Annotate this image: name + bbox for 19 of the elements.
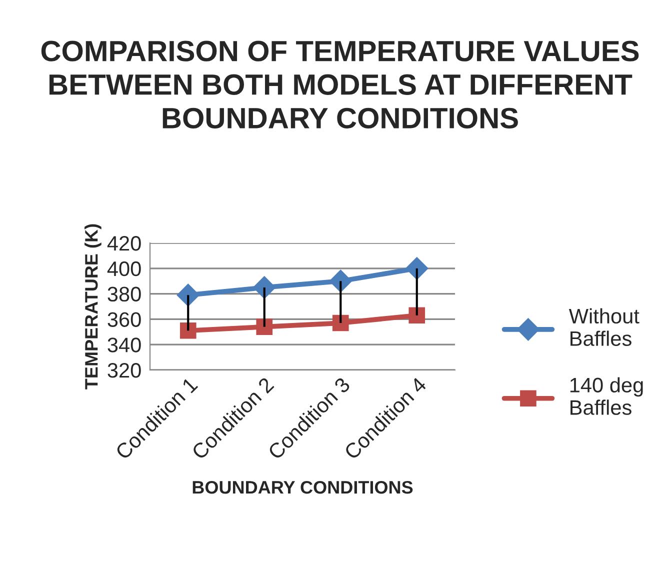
point (406, 257, 428, 280)
y-tick-label: 360 (108, 312, 141, 327)
y-tick-label: 320 (108, 363, 141, 378)
y-axis-title: TEMPERATURE (K) (84, 224, 102, 390)
point (329, 270, 352, 292)
y-tick-label: 420 (107, 236, 141, 251)
chart-title: COMPARISON OF TEMPERATURE VALUES BETWEEN BOTH MODELS AT DIFFERENT BOUNDARY CONDITIONS (41, 40, 639, 128)
point (408, 307, 426, 324)
point (253, 276, 276, 299)
point (180, 322, 196, 339)
legend-label: 140 deg Baffles (570, 377, 643, 415)
y-tick-label: 340 (108, 338, 141, 352)
y-tick-label: 400 (107, 261, 141, 276)
y-tick-label: 380 (108, 286, 141, 302)
point (332, 314, 349, 332)
point (256, 318, 273, 335)
legend-label: Without Baffles (568, 308, 640, 346)
point (176, 284, 200, 306)
x-axis-title: BOUNDARY CONDITIONS (192, 480, 413, 494)
